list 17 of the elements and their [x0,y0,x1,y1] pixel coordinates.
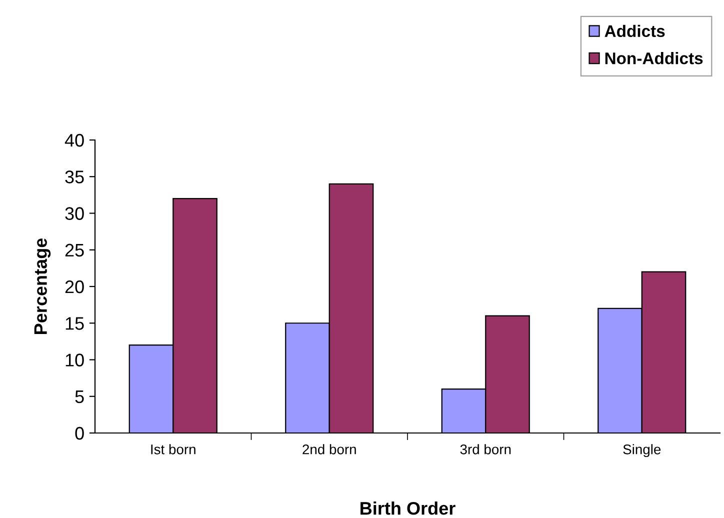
y-tick-label: 5 [75,390,84,404]
y-tick-label: 30 [65,207,84,220]
x-tick-label: Single [623,444,661,458]
y-tick-label: 10 [66,354,84,366]
y-tick-label: 35 [65,170,84,184]
y-tick-label: 40 [64,134,84,147]
x-tick-label: Ist born [151,444,196,454]
legend-label: Addicts [604,24,665,38]
y-tick-label: 20 [65,280,84,294]
y-tick-label: 25 [65,244,84,257]
y-tick-label: 0 [75,426,84,440]
x-tick-label: 2nd born [302,444,356,454]
x-tick-label: 3rd born [460,444,511,454]
x-axis-title: Birth Order [360,502,456,515]
y-axis-title: Percentage [34,238,51,334]
y-tick-label: 15 [66,317,84,330]
legend-label: Non-Addicts [605,52,703,64]
